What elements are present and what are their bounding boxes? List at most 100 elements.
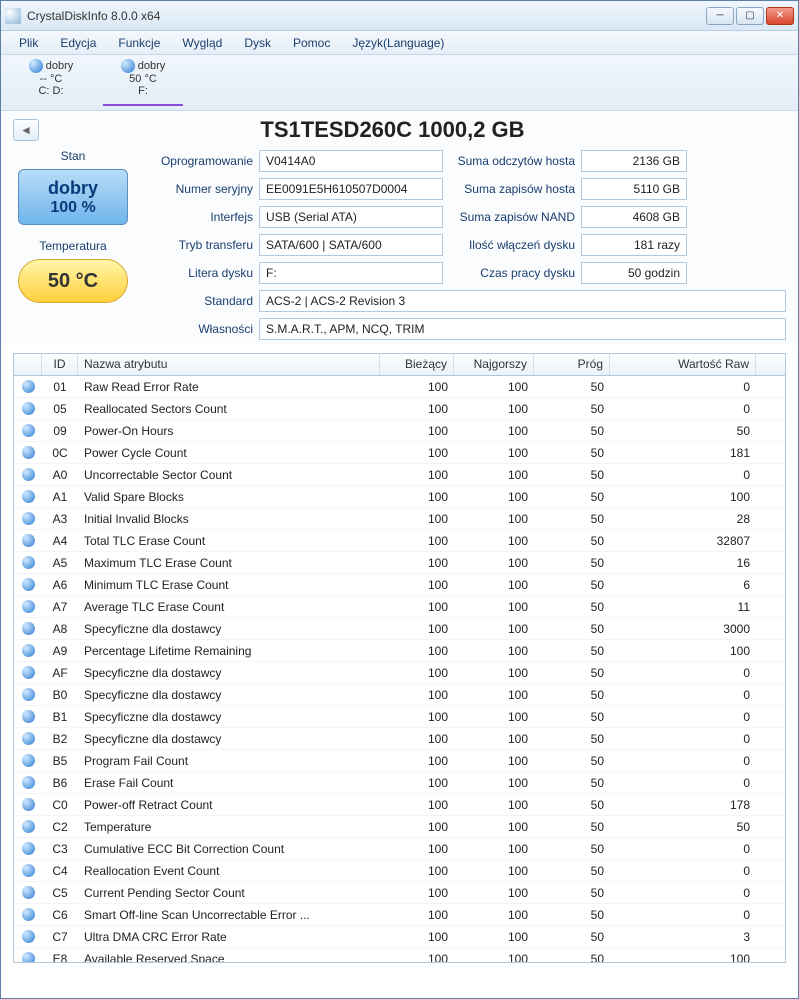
info-value: USB (Serial ATA) [259,206,443,228]
cell-threshold: 50 [534,776,610,790]
temperature-box[interactable]: 50 °C [18,259,128,303]
table-row[interactable]: A5 Maximum TLC Erase Count 100 100 50 16 [14,552,785,574]
cell-name: Average TLC Erase Count [78,600,380,614]
table-row[interactable]: B0 Specyficzne dla dostawcy 100 100 50 0 [14,684,785,706]
table-row[interactable]: AF Specyficzne dla dostawcy 100 100 50 0 [14,662,785,684]
table-row[interactable]: C7 Ultra DMA CRC Error Rate 100 100 50 3 [14,926,785,948]
table-row[interactable]: A1 Valid Spare Blocks 100 100 50 100 [14,486,785,508]
cell-worst: 100 [454,578,534,592]
status-orb-icon [22,578,35,591]
table-row[interactable]: B5 Program Fail Count 100 100 50 0 [14,750,785,772]
temp-label: Temperatura [39,239,106,253]
cell-current: 100 [380,556,454,570]
table-row[interactable]: C6 Smart Off-line Scan Uncorrectable Err… [14,904,785,926]
cell-threshold: 50 [534,952,610,963]
close-button[interactable]: ✕ [766,7,794,25]
table-row[interactable]: A6 Minimum TLC Erase Count 100 100 50 6 [14,574,785,596]
cell-threshold: 50 [534,446,610,460]
smart-table-body[interactable]: 01 Raw Read Error Rate 100 100 50 0 05 R… [14,376,785,962]
cell-current: 100 [380,732,454,746]
table-row[interactable]: B6 Erase Fail Count 100 100 50 0 [14,772,785,794]
cell-worst: 100 [454,380,534,394]
table-row[interactable]: A0 Uncorrectable Sector Count 100 100 50… [14,464,785,486]
col-status[interactable] [14,354,42,375]
cell-current: 100 [380,930,454,944]
table-row[interactable]: B2 Specyficzne dla dostawcy 100 100 50 0 [14,728,785,750]
cell-id: B1 [42,710,78,724]
health-status-box[interactable]: dobry 100 % [18,169,128,225]
menu-item-pomoc[interactable]: Pomoc [283,34,340,52]
cell-name: Total TLC Erase Count [78,534,380,548]
table-row[interactable]: 09 Power-On Hours 100 100 50 50 [14,420,785,442]
cell-id: A8 [42,622,78,636]
cell-current: 100 [380,908,454,922]
table-row[interactable]: A9 Percentage Lifetime Remaining 100 100… [14,640,785,662]
info-value: S.M.A.R.T., APM, NCQ, TRIM [259,318,786,340]
info-label: Oprogramowanie [151,154,259,168]
cell-id: A9 [42,644,78,658]
cell-worst: 100 [454,754,534,768]
info-row: Tryb transferu SATA/600 | SATA/600 Ilość… [151,233,786,257]
cell-threshold: 50 [534,886,610,900]
cell-threshold: 50 [534,754,610,768]
table-row[interactable]: A8 Specyficzne dla dostawcy 100 100 50 3… [14,618,785,640]
info-value: 181 razy [581,234,687,256]
table-row[interactable]: A7 Average TLC Erase Count 100 100 50 11 [14,596,785,618]
status-orb-icon [22,534,35,547]
col-name[interactable]: Nazwa atrybutu [78,354,380,375]
table-row[interactable]: C0 Power-off Retract Count 100 100 50 17… [14,794,785,816]
col-current[interactable]: Bieżący [380,354,454,375]
menu-item-wygląd[interactable]: Wygląd [172,34,232,52]
table-row[interactable]: B1 Specyficzne dla dostawcy 100 100 50 0 [14,706,785,728]
status-orb-icon [22,512,35,525]
info-value: 2136 GB [581,150,687,172]
table-row[interactable]: 0C Power Cycle Count 100 100 50 181 [14,442,785,464]
cell-raw: 0 [610,886,756,900]
menu-item-funkcje[interactable]: Funkcje [108,34,170,52]
drive-slot-1[interactable]: dobry 50 °C F: [103,59,183,106]
menu-item-dysk[interactable]: Dysk [234,34,281,52]
status-orb-icon [22,842,35,855]
minimize-button[interactable]: ─ [706,7,734,25]
table-row[interactable]: C4 Reallocation Event Count 100 100 50 0 [14,860,785,882]
status-orb-icon [22,424,35,437]
table-row[interactable]: A4 Total TLC Erase Count 100 100 50 3280… [14,530,785,552]
back-button[interactable]: ◄ [13,119,39,141]
cell-id: AF [42,666,78,680]
cell-worst: 100 [454,622,534,636]
cell-worst: 100 [454,600,534,614]
col-id[interactable]: ID [42,354,78,375]
table-row[interactable]: C3 Cumulative ECC Bit Correction Count 1… [14,838,785,860]
table-row[interactable]: E8 Available Reserved Space 100 100 50 1… [14,948,785,962]
cell-current: 100 [380,820,454,834]
maximize-button[interactable]: ▢ [736,7,764,25]
menu-item-plik[interactable]: Plik [9,34,48,52]
table-row[interactable]: 05 Reallocated Sectors Count 100 100 50 … [14,398,785,420]
status-orb-icon [22,754,35,767]
cell-name: Specyficzne dla dostawcy [78,666,380,680]
cell-id: B0 [42,688,78,702]
table-row[interactable]: A3 Initial Invalid Blocks 100 100 50 28 [14,508,785,530]
col-raw[interactable]: Wartość Raw [610,354,756,375]
menu-item-edycja[interactable]: Edycja [50,34,106,52]
cell-current: 100 [380,710,454,724]
cell-name: Available Reserved Space [78,952,380,963]
cell-name: Ultra DMA CRC Error Rate [78,930,380,944]
cell-name: Specyficzne dla dostawcy [78,710,380,724]
menu-item-język(language)[interactable]: Język(Language) [342,34,454,52]
cell-current: 100 [380,886,454,900]
table-row[interactable]: 01 Raw Read Error Rate 100 100 50 0 [14,376,785,398]
cell-current: 100 [380,798,454,812]
status-orb-icon [22,468,35,481]
col-threshold[interactable]: Próg [534,354,610,375]
cell-id: B5 [42,754,78,768]
cell-id: 05 [42,402,78,416]
drive-temp: -- °C [40,73,63,85]
col-worst[interactable]: Najgorszy [454,354,534,375]
drive-bar: dobry -- °C C: D: dobry 50 °C F: [1,55,798,111]
cell-current: 100 [380,754,454,768]
table-row[interactable]: C2 Temperature 100 100 50 50 [14,816,785,838]
drive-slot-0[interactable]: dobry -- °C C: D: [11,59,91,106]
table-row[interactable]: C5 Current Pending Sector Count 100 100 … [14,882,785,904]
info-row: Standard ACS-2 | ACS-2 Revision 3 [151,289,786,313]
